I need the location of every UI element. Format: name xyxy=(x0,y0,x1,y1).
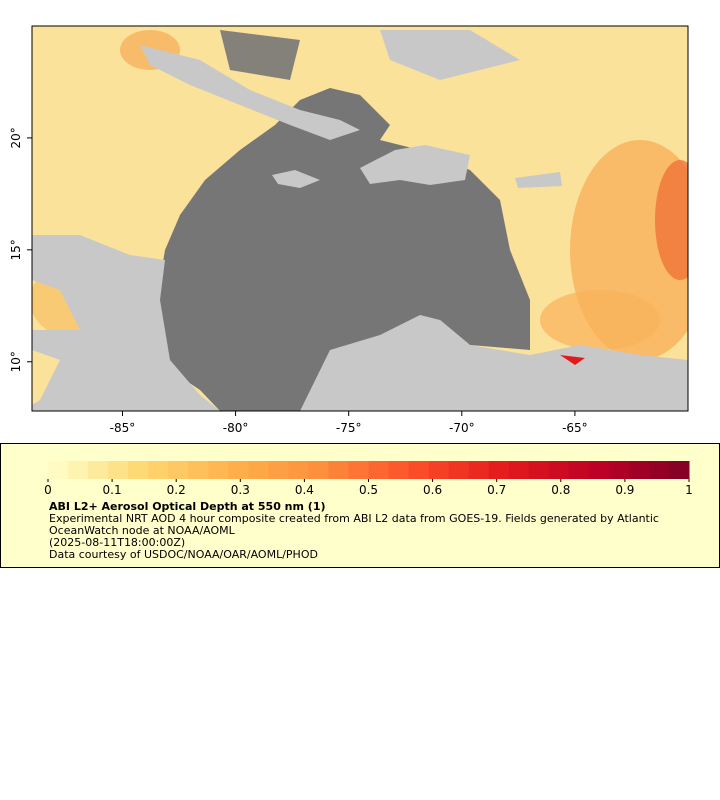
map: -85° -80° -75° -70° -65° 10° 15° 20° xyxy=(9,25,689,435)
colorbar: 0 0.1 0.2 0.3 0.4 0.5 0.6 0.7 0.8 0.9 1 xyxy=(44,461,693,497)
legend-description: Experimental NRT AOD 4 hour composite cr… xyxy=(49,512,659,537)
colorbar-segment xyxy=(628,461,650,479)
colorbar-segment xyxy=(308,461,329,479)
colorbar-segment xyxy=(368,461,390,479)
colorbar-segment xyxy=(668,461,690,479)
colorbar-tick-label: 0.9 xyxy=(615,483,634,497)
colorbar-segment xyxy=(408,461,430,479)
y-tick-label: 15° xyxy=(9,239,23,260)
colorbar-segment xyxy=(48,461,69,479)
map-image xyxy=(32,26,688,411)
colorbar-segment xyxy=(268,461,289,479)
colorbar-segment xyxy=(148,461,169,479)
colorbar-segment xyxy=(68,461,89,479)
colorbar-segment xyxy=(648,461,670,479)
colorbar-segment xyxy=(608,461,630,479)
y-tick-label: 20° xyxy=(9,127,23,148)
x-tick-label: -75° xyxy=(336,421,362,435)
colorbar-tick-label: 0.3 xyxy=(231,483,250,497)
colorbar-segment xyxy=(348,461,369,479)
colorbar-segment xyxy=(508,461,530,479)
colorbar-tick-label: 0.7 xyxy=(487,483,506,497)
colorbar-tick-label: 0.1 xyxy=(103,483,122,497)
colorbar-segment xyxy=(168,461,189,479)
x-tick-label: -70° xyxy=(449,421,475,435)
colorbar-segment xyxy=(428,461,450,479)
legend-credit: Data courtesy of USDOC/NOAA/OAR/AOML/PHO… xyxy=(49,548,318,561)
colorbar-segment xyxy=(488,461,510,479)
colorbar-tick-label: 0.5 xyxy=(359,483,378,497)
colorbar-segment xyxy=(88,461,109,479)
colorbar-segment xyxy=(468,461,490,479)
x-tick-label: -80° xyxy=(223,421,249,435)
colorbar-segment xyxy=(288,461,309,479)
colorbar-tick-label: 0.6 xyxy=(423,483,442,497)
x-tick-label: -65° xyxy=(562,421,588,435)
colorbar-segment xyxy=(328,461,349,479)
colorbar-segment xyxy=(128,461,149,479)
colorbar-segment xyxy=(388,461,410,479)
legend-time: (2025-08-11T18:00:00Z) xyxy=(49,536,186,549)
colorbar-segment xyxy=(108,461,129,479)
colorbar-segment xyxy=(528,461,550,479)
colorbar-tick-label: 0.4 xyxy=(295,483,314,497)
colorbar-segment xyxy=(228,461,249,479)
legend-title: ABI L2+ Aerosol Optical Depth at 550 nm … xyxy=(49,500,326,513)
colorbar-segment xyxy=(208,461,229,479)
x-tick-label: -85° xyxy=(110,421,136,435)
colorbar-segment xyxy=(568,461,590,479)
colorbar-segment xyxy=(548,461,570,479)
colorbar-tick-label: 0 xyxy=(44,483,52,497)
colorbar-segment xyxy=(188,461,209,479)
colorbar-tick-label: 0.2 xyxy=(167,483,186,497)
colorbar-segment xyxy=(248,461,269,479)
colorbar-segment xyxy=(448,461,470,479)
colorbar-segment xyxy=(588,461,610,479)
colorbar-tick-label: 1 xyxy=(685,483,693,497)
legend-box: 0 0.1 0.2 0.3 0.4 0.5 0.6 0.7 0.8 0.9 1 ABI L2+ Ae… xyxy=(0,443,720,568)
colorbar-tick-label: 0.8 xyxy=(551,483,570,497)
map-frame xyxy=(31,25,689,412)
y-tick-label: 10° xyxy=(9,351,23,372)
